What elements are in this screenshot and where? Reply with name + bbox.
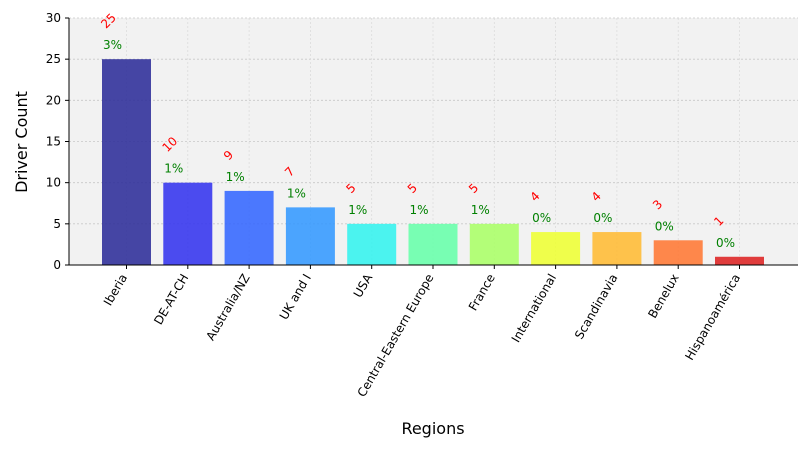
y-tick-label: 10: [46, 176, 61, 190]
y-tick-label: 0: [53, 258, 61, 272]
bars: [102, 59, 764, 265]
percent-label: 1%: [410, 203, 429, 217]
x-tick-label: Australia/NZ: [203, 272, 252, 343]
percent-label: 0%: [716, 236, 735, 250]
x-tick-label: Iberia: [101, 272, 130, 309]
y-tick-label: 25: [46, 52, 61, 66]
bar: [592, 232, 642, 265]
x-tick-label: Hispanoamérica: [682, 272, 743, 363]
y-tick-label: 30: [46, 11, 61, 25]
bar: [653, 240, 703, 265]
bar: [347, 223, 397, 265]
y-tick-label: 5: [53, 217, 61, 231]
bar: [408, 223, 458, 265]
bar: [715, 256, 764, 265]
percent-label: 1%: [471, 203, 490, 217]
bar: [531, 232, 581, 265]
percent-label: 1%: [348, 203, 367, 217]
percent-label: 0%: [655, 219, 674, 233]
x-tick-label: France: [466, 272, 498, 314]
y-tick-label: 15: [46, 135, 61, 149]
bar: [224, 190, 274, 265]
percent-label: 1%: [287, 186, 306, 200]
percent-label: 1%: [164, 162, 183, 176]
x-ticks: Iberia DE-AT-CH Australia/NZ UK and I USACen…: [101, 265, 743, 399]
x-tick-label: USA: [351, 271, 376, 300]
x-tick-label: UK and I: [277, 272, 314, 323]
percent-label: 1%: [226, 170, 245, 184]
bar: [102, 59, 151, 265]
bar: [469, 223, 519, 265]
y-tick-label: 20: [46, 93, 61, 107]
x-axis-title: Regions: [401, 419, 464, 438]
x-tick-label: Scandinavia: [572, 272, 621, 342]
x-tick-label: Benelux: [645, 272, 681, 321]
y-axis-title: Driver Count: [12, 91, 31, 193]
percent-label: 3%: [103, 38, 122, 52]
percent-label: 0%: [593, 211, 612, 225]
percent-label: 0%: [532, 211, 551, 225]
y-ticks: 0 5 10 15 20 25 30: [46, 11, 69, 272]
bar: [285, 207, 335, 265]
x-tick-label: International: [509, 272, 559, 345]
x-tick-label: DE-AT-CH: [151, 272, 191, 328]
bar: [163, 182, 213, 265]
